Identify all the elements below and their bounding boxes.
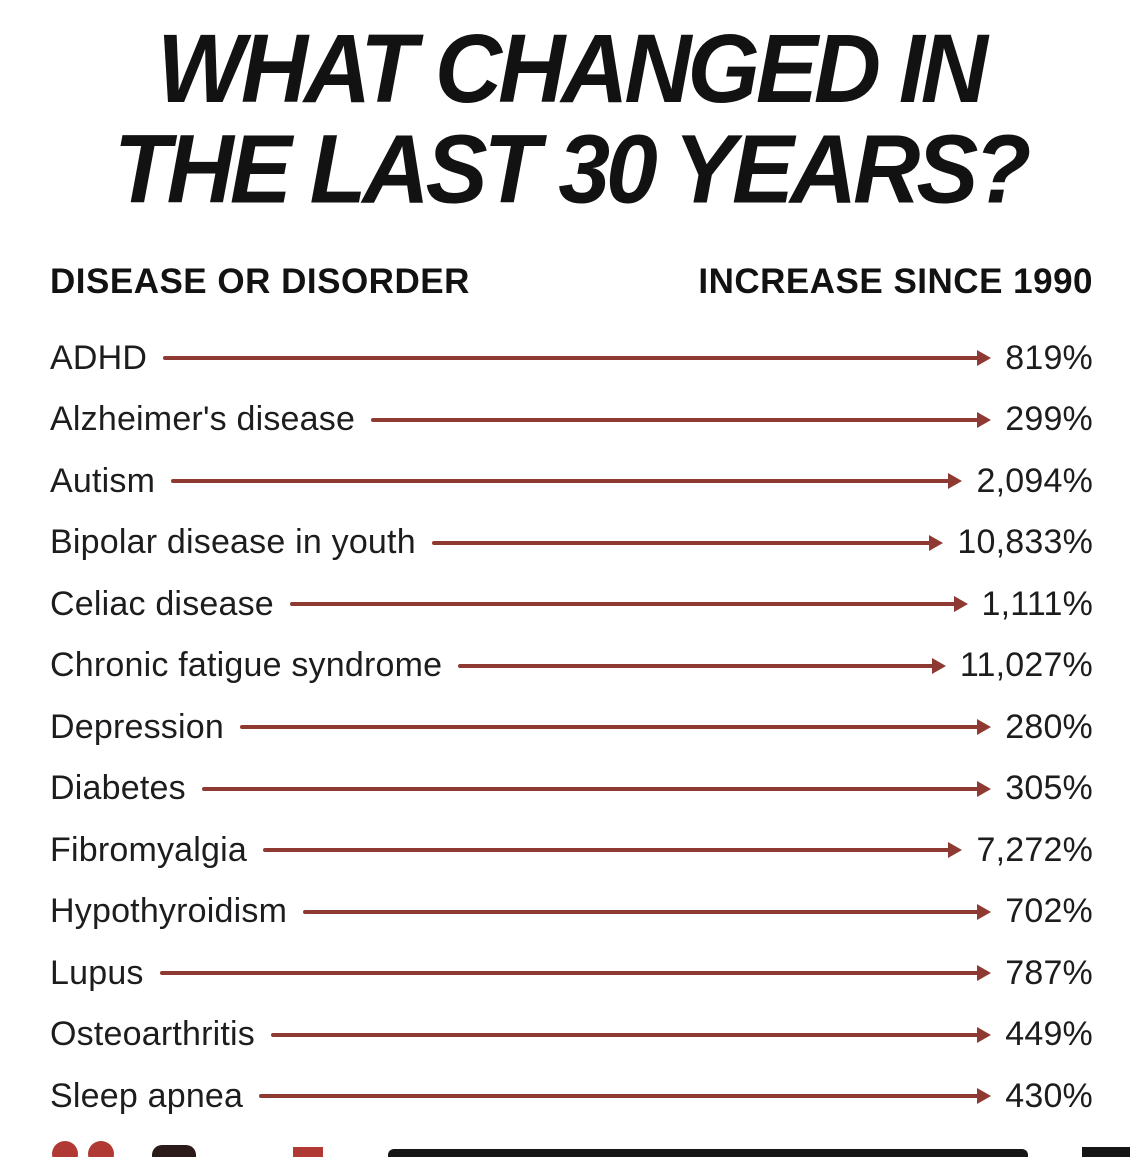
arrow-shaft	[270, 1032, 980, 1037]
increase-value: 702%	[1005, 892, 1093, 931]
disease-label: ADHD	[50, 338, 148, 377]
cropped-red-dots	[52, 1141, 114, 1157]
increase-value: 10,833%	[957, 523, 1093, 562]
disease-label: Sleep apnea	[50, 1076, 244, 1115]
table-row: Sleep apnea 430%	[0, 1066, 1141, 1128]
right-arrow-icon	[259, 1088, 992, 1105]
table-row: Diabetes 305%	[0, 758, 1141, 820]
page-title-line-1: WHAT CHANGED IN	[157, 13, 988, 123]
arrow-head	[977, 780, 992, 797]
cropped-black-block	[1082, 1147, 1130, 1157]
right-arrow-icon	[239, 719, 992, 736]
table-row: Bipolar disease in youth 10,833%	[0, 512, 1141, 574]
increase-value: 11,027%	[959, 646, 1093, 685]
increase-value: 430%	[1005, 1076, 1093, 1115]
disease-label: Osteoarthritis	[50, 1015, 255, 1054]
arrow-shaft	[431, 540, 932, 545]
increase-value: 1,111%	[981, 584, 1093, 623]
increase-value: 2,094%	[976, 461, 1093, 500]
table-row: Depression 280%	[0, 697, 1141, 759]
increase-value: 305%	[1005, 769, 1093, 808]
increase-value: 819%	[1005, 338, 1093, 377]
disease-label: Chronic fatigue syndrome	[50, 646, 443, 685]
table-row: Fibromyalgia 7,272%	[0, 820, 1141, 882]
table-row: Autism 2,094%	[0, 451, 1141, 513]
disease-label: Depression	[50, 707, 224, 746]
arrow-head	[977, 411, 992, 428]
arrow-head	[948, 473, 963, 490]
increase-value: 787%	[1005, 953, 1093, 992]
table-row: Celiac disease 1,111%	[0, 574, 1141, 636]
disease-label: Celiac disease	[50, 584, 274, 623]
right-arrow-icon	[303, 903, 992, 920]
increase-value: 449%	[1005, 1015, 1093, 1054]
disease-label: Fibromyalgia	[50, 830, 248, 869]
disease-rows: ADHD 819% Alzheimer's disease 299% Autis…	[0, 328, 1141, 1128]
arrow-shaft	[163, 356, 980, 361]
table-row: Osteoarthritis 449%	[0, 1004, 1141, 1066]
arrow-shaft	[259, 1094, 980, 1099]
page-title-line-2: THE LAST 30 YEARS?	[113, 114, 1031, 224]
arrow-head	[953, 596, 968, 613]
right-arrow-icon	[458, 657, 946, 674]
arrow-head	[977, 719, 992, 736]
right-arrow-icon	[171, 473, 963, 490]
arrow-shaft	[159, 971, 980, 976]
arrow-head	[931, 657, 946, 674]
cropped-red-square	[293, 1147, 323, 1157]
disease-label: Bipolar disease in youth	[50, 523, 416, 562]
arrow-shaft	[289, 602, 956, 607]
increase-value: 299%	[1005, 400, 1093, 439]
table-row: Lupus 787%	[0, 943, 1141, 1005]
arrow-head	[977, 1026, 992, 1043]
arrow-shaft	[171, 479, 951, 484]
disease-label: Alzheimer's disease	[50, 400, 356, 439]
arrow-shaft	[458, 663, 934, 668]
column-headers: DISEASE OR DISORDER INCREASE SINCE 1990	[0, 262, 1141, 302]
arrow-head	[977, 1088, 992, 1105]
right-arrow-icon	[159, 965, 992, 982]
arrow-shaft	[239, 725, 980, 730]
arrow-head	[929, 534, 944, 551]
cropped-black-bar	[388, 1149, 1028, 1157]
arrow-shaft	[263, 848, 951, 853]
arrow-head	[977, 903, 992, 920]
right-arrow-icon	[289, 596, 968, 613]
cropped-footer-graphics	[0, 1141, 1141, 1157]
arrow-shaft	[201, 786, 980, 791]
arrow-head	[977, 965, 992, 982]
arrow-head	[948, 842, 963, 859]
disease-label: Diabetes	[50, 769, 186, 808]
increase-value: 7,272%	[976, 830, 1093, 869]
right-arrow-icon	[270, 1026, 992, 1043]
right-arrow-icon	[263, 842, 963, 859]
column-header-increase: INCREASE SINCE 1990	[698, 261, 1093, 301]
disease-label: Hypothyroidism	[50, 892, 288, 931]
table-row: Hypothyroidism 702%	[0, 881, 1141, 943]
right-arrow-icon	[201, 780, 992, 797]
table-row: Chronic fatigue syndrome 11,027%	[0, 635, 1141, 697]
right-arrow-icon	[371, 411, 992, 428]
table-row: Alzheimer's disease 299%	[0, 389, 1141, 451]
disease-label: Lupus	[50, 953, 144, 992]
page-title: WHAT CHANGED IN THE LAST 30 YEARS?	[0, 0, 1141, 220]
right-arrow-icon	[431, 534, 944, 551]
arrow-shaft	[303, 909, 980, 914]
table-row: ADHD 819%	[0, 328, 1141, 390]
disease-label: Autism	[50, 461, 156, 500]
column-header-disease: DISEASE OR DISORDER	[50, 261, 470, 301]
cropped-dark-shape	[152, 1145, 196, 1157]
right-arrow-icon	[163, 350, 992, 367]
arrow-shaft	[371, 417, 980, 422]
arrow-head	[977, 350, 992, 367]
increase-value: 280%	[1005, 707, 1093, 746]
